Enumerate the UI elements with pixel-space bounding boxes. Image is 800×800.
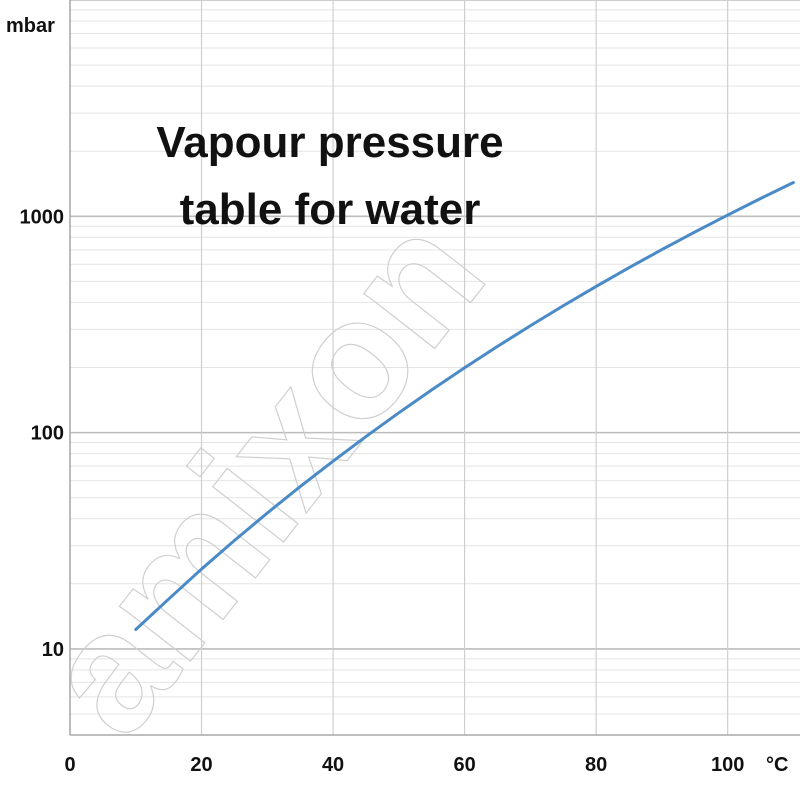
x-tick-label: 60 — [453, 754, 475, 776]
x-tick-label: 20 — [190, 754, 212, 776]
series-line-0 — [134, 181, 795, 631]
axes — [69, 0, 800, 736]
chart-title-line-2: table for water — [180, 185, 481, 234]
x-tick-label: 0 — [64, 754, 75, 776]
chart-title-line-1: Vapour pressure — [156, 118, 503, 167]
y-tick-label: 1000 — [20, 206, 65, 228]
y-unit-label: mbar — [6, 15, 55, 37]
series-layer — [134, 181, 795, 631]
grid — [69, 0, 800, 736]
tick-labels: 0 20 40 60 80 100 10 100 1000 — [20, 206, 745, 776]
y-tick-label: 10 — [42, 639, 64, 661]
x-unit-label: °C — [766, 754, 788, 776]
x-tick-label: 40 — [322, 754, 344, 776]
y-tick-label: 100 — [31, 423, 64, 445]
x-tick-label: 100 — [711, 754, 744, 776]
x-tick-label: 80 — [585, 754, 607, 776]
